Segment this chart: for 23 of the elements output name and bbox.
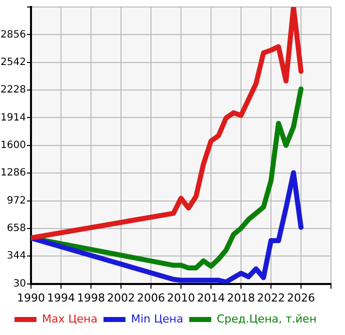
y-tick-label: 1600 (0, 140, 26, 151)
x-tick-label: 2010 (167, 291, 195, 304)
legend-label: Min Цена (130, 312, 184, 326)
y-tick-label: 658 (6, 223, 26, 234)
y-tick-label: 1286 (0, 168, 26, 179)
y-tick-label: 2228 (0, 84, 26, 96)
x-tick-label: 2014 (197, 291, 225, 304)
legend-label: Сред.Цена, т.йен (216, 312, 317, 326)
y-tick-label: 1914 (0, 112, 26, 124)
x-tick-label: 2002 (107, 291, 135, 304)
y-tick-label: 30 (13, 278, 26, 290)
y-tick-label: 972 (6, 195, 26, 206)
x-tick-label: 1990 (17, 291, 45, 304)
y-tick-label: 2542 (0, 56, 26, 68)
legend-label: Max Цена (42, 312, 98, 326)
x-tick-label: 1994 (47, 291, 75, 304)
x-tick-label: 1998 (77, 291, 105, 304)
x-tick-label: 2026 (287, 291, 315, 304)
x-tick-label: 2018 (227, 291, 255, 304)
y-tick-label: 2856 (0, 29, 26, 40)
x-tick-label: 2006 (137, 291, 165, 304)
x-tick-label: 2022 (257, 291, 285, 304)
y-tick-label: 344 (6, 250, 26, 262)
